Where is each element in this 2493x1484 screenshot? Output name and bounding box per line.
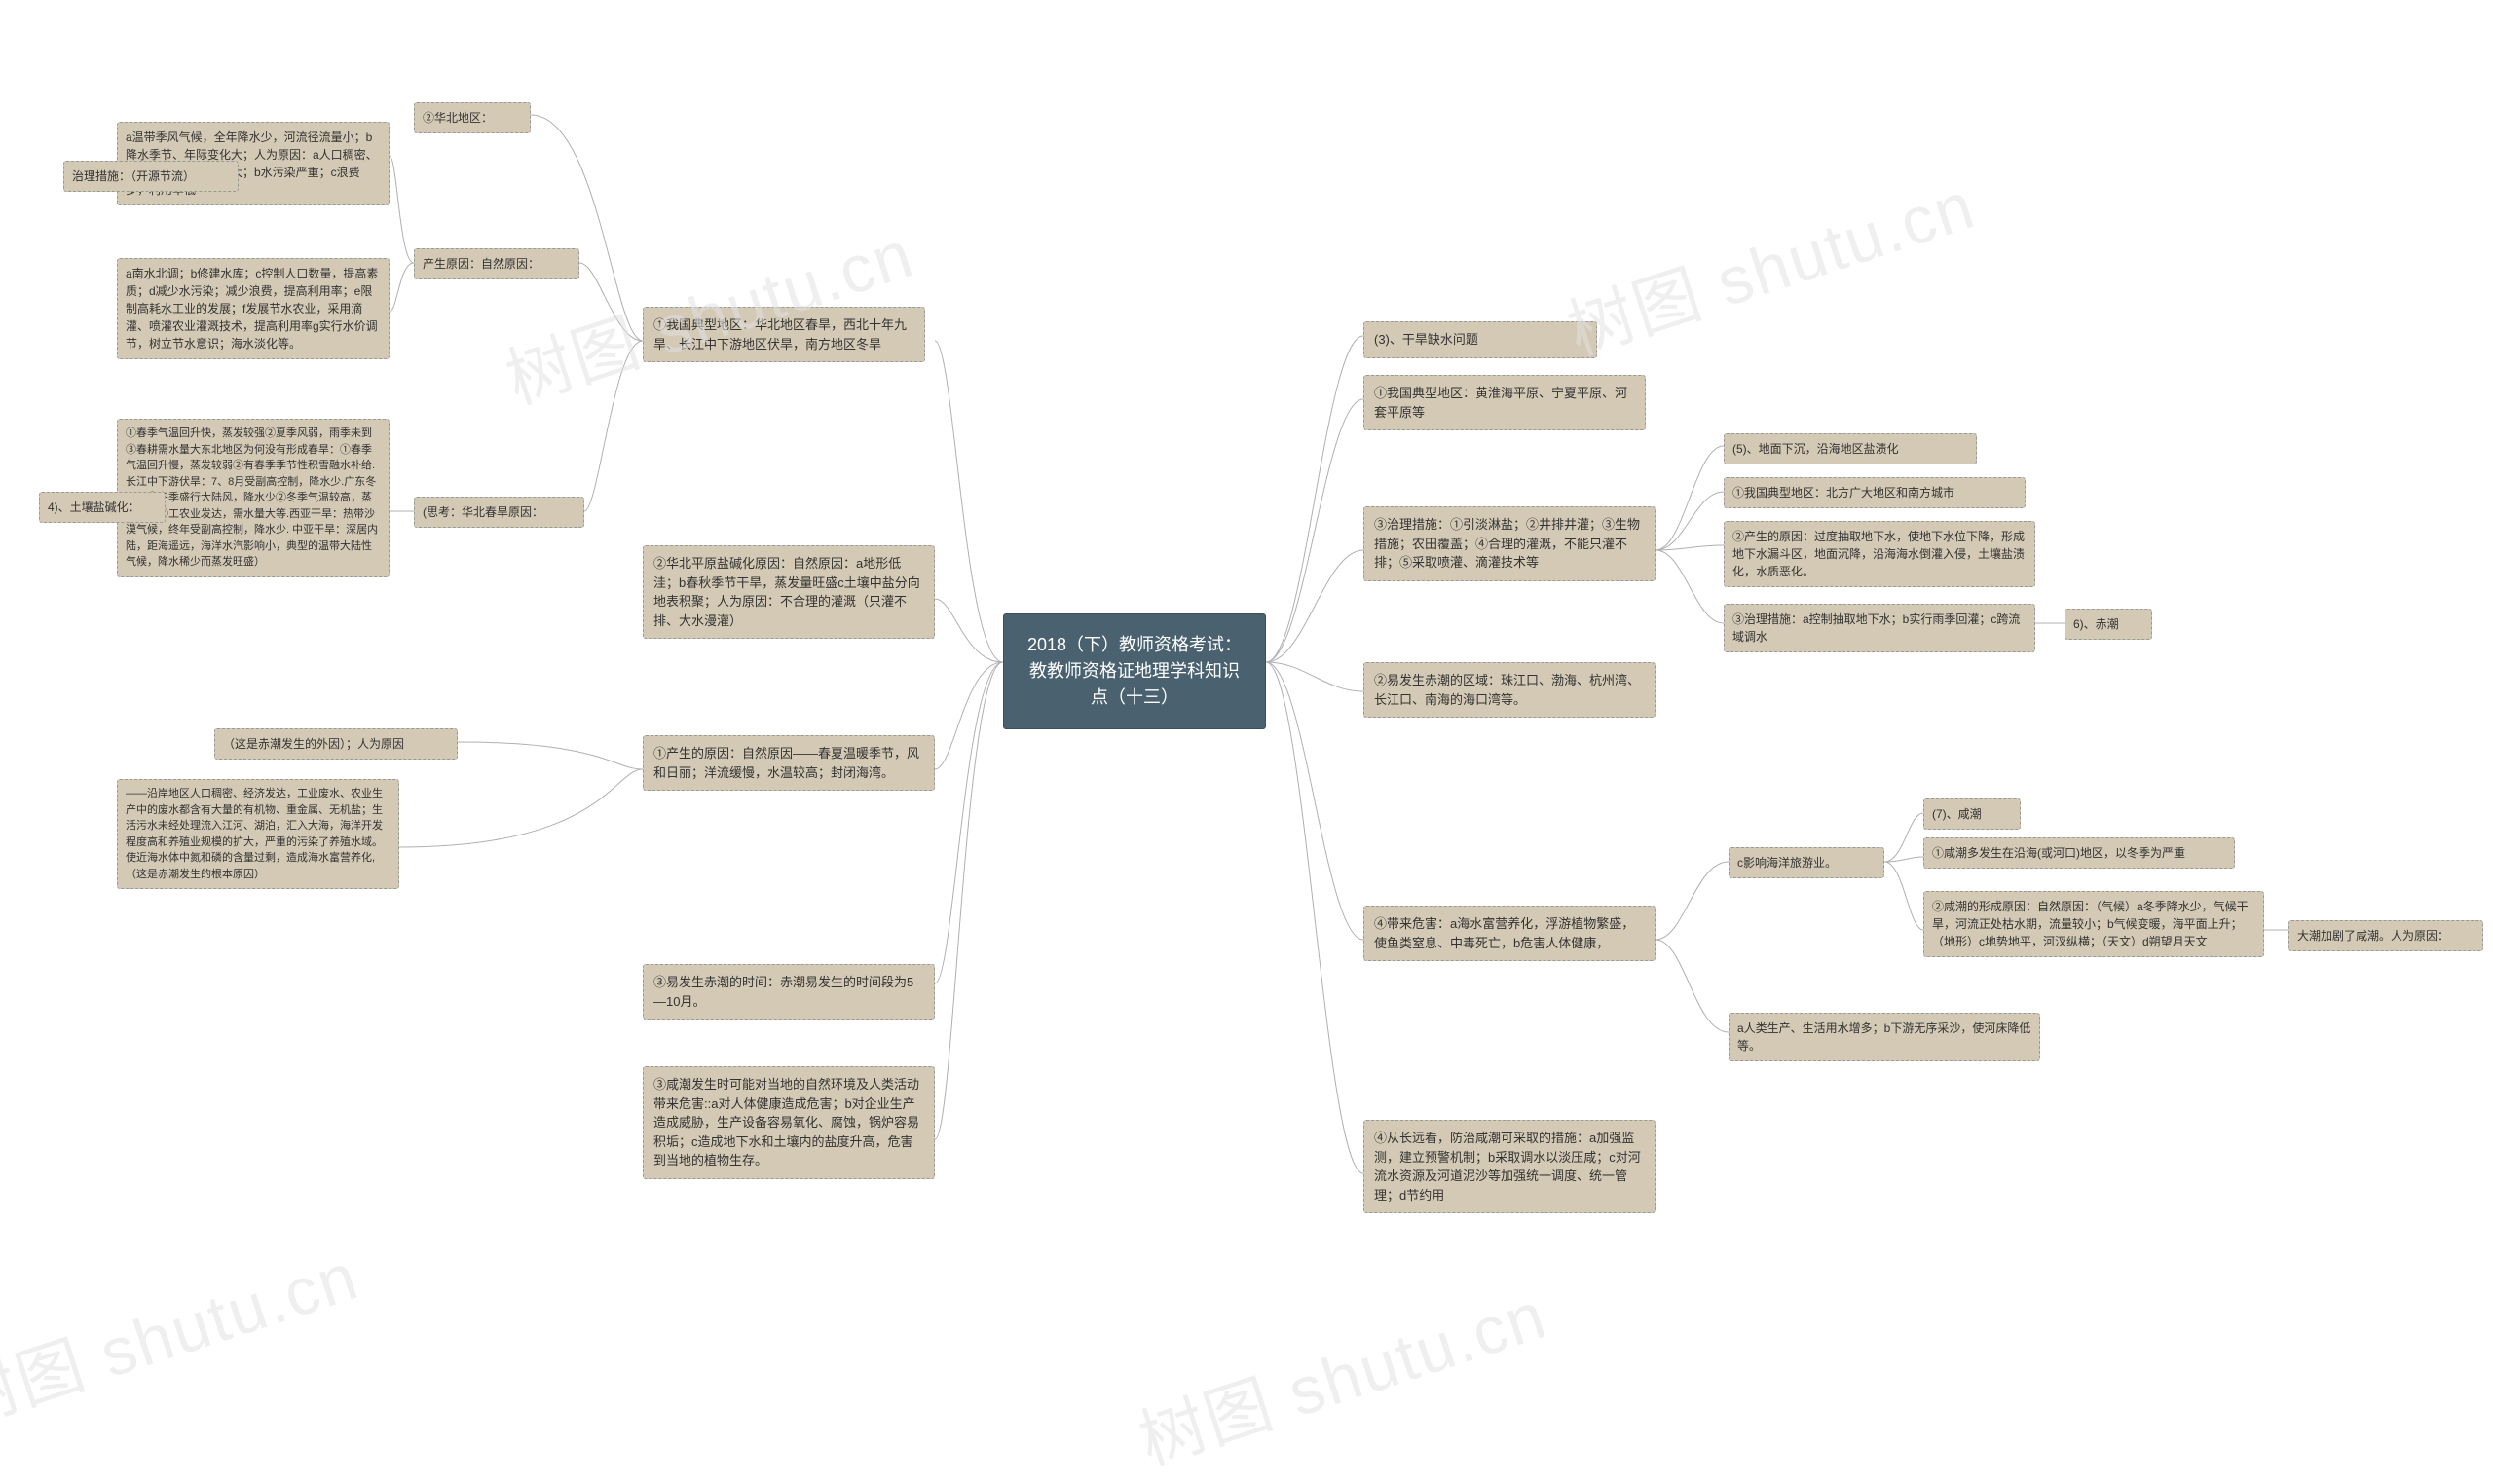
watermark: 树图 shutu.cn — [1553, 151, 1985, 373]
node-r5[interactable]: ④带来危害：a海水富营养化，浮游植物繁盛，使鱼类窒息、中毒死亡，b危害人体健康， — [1363, 906, 1656, 961]
node-r5a3x[interactable]: 大潮加剧了咸潮。人为原因： — [2288, 920, 2483, 951]
node-l1b2[interactable]: a南水北调；b修建水库；c控制人口数量，提高素质；d减少水污染；减少浪费，提高利… — [117, 258, 390, 359]
node-l1b0[interactable]: 治理措施：（开源节流） — [63, 161, 239, 192]
node-r5a3[interactable]: ②咸潮的形成原因：自然原因：（气候）a冬季降水少，气候干旱，河流正处枯水期，流量… — [1923, 891, 2264, 957]
node-l1b[interactable]: 产生原因：自然原因： — [414, 248, 579, 279]
center-node[interactable]: 2018（下）教师资格考试：教教师资格证地理学科知识点（十三） — [1003, 613, 1266, 729]
node-r3[interactable]: ③治理措施：①引淡淋盐；②井排井灌；③生物措施；农田覆盖；④合理的灌溉，不能只灌… — [1363, 506, 1656, 581]
node-l3[interactable]: ①产生的原因：自然原因——春夏温暖季节，风和日丽；洋流缓慢，水温较高；封闭海湾。 — [643, 735, 935, 791]
mindmap-canvas: 树图 shutu.cn 树图 shutu.cn 树图 shutu.cn 树图 s… — [0, 0, 2493, 1389]
node-l5[interactable]: ③咸潮发生时可能对当地的自然环境及人类活动带来危害::a对人体健康造成危害；b对… — [643, 1066, 935, 1179]
node-r5b[interactable]: a人类生产、生活用水增多；b下游无序采沙，使河床降低等。 — [1729, 1013, 2040, 1061]
node-l3a[interactable]: （这是赤潮发生的外因）；人为原因 — [214, 728, 458, 760]
node-r6[interactable]: ④从长远看，防治咸潮可采取的措施：a加强监测，建立预警机制；b采取调水以淡压咸；… — [1363, 1120, 1656, 1213]
node-l1[interactable]: ①我国典型地区：华北地区春旱，西北十年九旱、长江中下游地区伏旱，南方地区冬旱 — [643, 307, 925, 362]
node-l1c[interactable]: (思考：华北春旱原因： — [414, 497, 584, 528]
node-l1c0[interactable]: 4)、土壤盐碱化： — [39, 492, 166, 523]
node-r1[interactable]: (3)、干旱缺水问题 — [1363, 321, 1597, 358]
node-r3b[interactable]: ①我国典型地区：北方广大地区和南方城市 — [1724, 477, 2026, 508]
node-r2[interactable]: ①我国典型地区：黄淮海平原、宁夏平原、河套平原等 — [1363, 375, 1646, 430]
node-r3a[interactable]: (5)、地面下沉，沿海地区盐渍化 — [1724, 433, 1977, 464]
node-r5a2[interactable]: ①咸潮多发生在沿海(或河口)地区，以冬季为严重 — [1923, 837, 2235, 869]
node-r3d[interactable]: ③治理措施：a控制抽取地下水；b实行雨季回灌；c跨流域调水 — [1724, 604, 2035, 652]
node-r4[interactable]: ②易发生赤潮的区域：珠江口、渤海、杭州湾、长江口、南海的海口湾等。 — [1363, 662, 1656, 718]
watermark: 树图 shutu.cn — [1125, 1261, 1556, 1483]
node-l1a[interactable]: ②华北地区： — [414, 102, 531, 133]
node-r3d1[interactable]: 6)、赤潮 — [2065, 609, 2152, 640]
node-r3c[interactable]: ②产生的原因：过度抽取地下水，使地下水位下降，形成地下水漏斗区，地面沉降，沿海海… — [1724, 521, 2035, 587]
node-r5a[interactable]: c影响海洋旅游业。 — [1729, 847, 1884, 878]
node-r5a1[interactable]: (7)、咸潮 — [1923, 798, 2021, 830]
watermark: 树图 shutu.cn — [0, 1222, 369, 1444]
node-l3b[interactable]: ——沿岸地区人口稠密、经济发达，工业废水、农业生产中的废水都含有大量的有机物、重… — [117, 779, 399, 889]
node-l4[interactable]: ③易发生赤潮的时间：赤潮易发生的时间段为5—10月。 — [643, 964, 935, 1020]
node-l2[interactable]: ②华北平原盐碱化原因：自然原因：a地形低洼；b春秋季节干旱，蒸发量旺盛c土壤中盐… — [643, 545, 935, 639]
